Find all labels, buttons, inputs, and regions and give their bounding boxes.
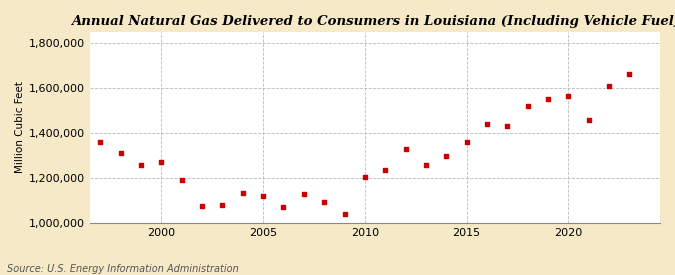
Point — [238, 191, 248, 195]
Point — [319, 200, 329, 204]
Point — [380, 168, 391, 172]
Point — [543, 97, 554, 102]
Point — [421, 163, 431, 167]
Y-axis label: Million Cubic Feet: Million Cubic Feet — [15, 82, 25, 174]
Point — [441, 153, 452, 158]
Point — [400, 147, 411, 151]
Point — [95, 140, 106, 144]
Point — [522, 104, 533, 108]
Point — [502, 124, 513, 129]
Point — [624, 71, 635, 76]
Point — [176, 178, 187, 183]
Point — [563, 94, 574, 98]
Point — [196, 204, 207, 208]
Point — [115, 151, 126, 156]
Point — [156, 160, 167, 165]
Point — [481, 122, 492, 127]
Point — [583, 117, 594, 122]
Point — [339, 212, 350, 216]
Point — [360, 175, 371, 179]
Point — [298, 192, 309, 196]
Point — [603, 84, 614, 88]
Title: Annual Natural Gas Delivered to Consumers in Louisiana (Including Vehicle Fuel): Annual Natural Gas Delivered to Consumer… — [71, 15, 675, 28]
Point — [461, 140, 472, 144]
Point — [278, 205, 289, 210]
Point — [136, 163, 146, 167]
Point — [258, 194, 269, 198]
Text: Source: U.S. Energy Information Administration: Source: U.S. Energy Information Administ… — [7, 264, 238, 274]
Point — [217, 203, 228, 207]
